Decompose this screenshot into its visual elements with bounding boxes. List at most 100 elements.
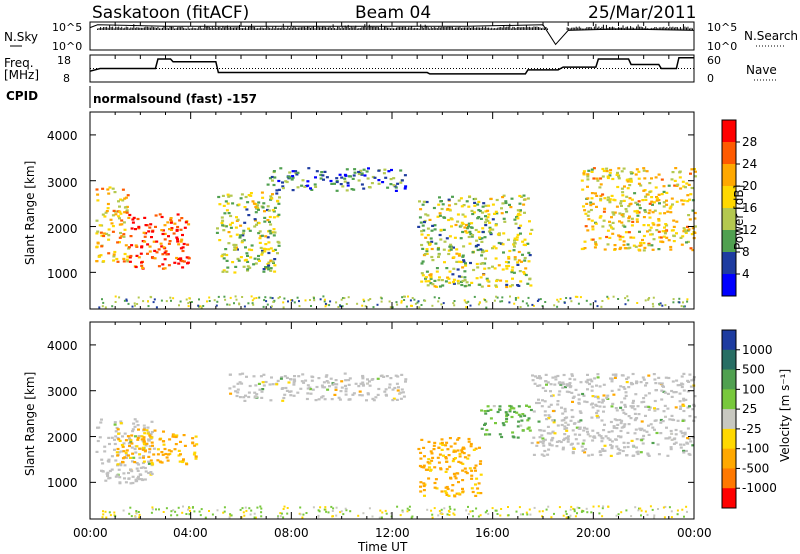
scatter-cell [127, 454, 130, 457]
scatter-cell [147, 471, 151, 475]
scatter-cell [603, 207, 607, 210]
scatter-cell [527, 405, 531, 408]
scatter-cell [163, 258, 167, 261]
scatter-cell [132, 216, 136, 219]
scatter-cell [135, 462, 139, 465]
clutter-cell [286, 512, 289, 515]
scatter-cell [654, 419, 658, 422]
scatter-cell [273, 264, 277, 267]
scatter-cell [662, 410, 666, 413]
scatter-cell [134, 480, 138, 483]
scatter-cell [626, 441, 630, 445]
scatter-cell [137, 227, 141, 230]
clutter-cell [259, 505, 262, 508]
scatter-cell [664, 230, 668, 233]
power-colorbar-tick-label: 8 [742, 245, 750, 259]
scatter-cell [258, 259, 261, 262]
scatter-cell [551, 431, 555, 434]
scatter-cell [654, 382, 658, 385]
scatter-cell [465, 200, 469, 203]
scatter-cell [459, 275, 463, 278]
clutter-cell [125, 299, 128, 302]
scatter-cell [107, 228, 111, 231]
scatter-cell [384, 176, 388, 179]
scatter-cell [482, 202, 486, 205]
power-colorbar-swatch [722, 274, 736, 297]
scatter-cell [634, 428, 638, 431]
scatter-cell [543, 438, 547, 441]
scatter-cell [260, 396, 264, 399]
cpid-label: CPID [6, 89, 38, 103]
scatter-cell [644, 394, 648, 397]
scatter-cell [612, 213, 616, 216]
scatter-cell [294, 170, 298, 173]
scatter-cell [420, 243, 424, 247]
scatter-cell [446, 448, 450, 451]
clutter-cell [467, 505, 469, 508]
scatter-cell [581, 449, 585, 452]
scatter-cell [126, 260, 130, 263]
scatter-cell [138, 456, 142, 459]
scatter-cell [639, 184, 643, 187]
scatter-cell [465, 227, 469, 230]
clutter-cell [108, 511, 111, 514]
scatter-cell [551, 436, 555, 440]
scatter-cell [526, 282, 530, 285]
scatter-cell [637, 177, 641, 180]
scatter-cell [395, 382, 399, 385]
scatter-cell [319, 177, 323, 180]
scatter-cell [437, 446, 441, 449]
scatter-cell [474, 447, 478, 450]
scatter-cell [688, 415, 692, 418]
clutter-cell [406, 510, 409, 513]
scatter-cell [162, 430, 165, 433]
scatter-cell [598, 237, 602, 240]
scatter-cell [359, 382, 363, 385]
scatter-cell [430, 240, 434, 243]
scatter-cell [104, 479, 108, 482]
scatter-cell [669, 446, 673, 449]
scatter-cell [438, 212, 442, 215]
scatter-cell [610, 447, 614, 450]
scatter-cell [167, 449, 171, 452]
scatter-cell [339, 390, 343, 393]
scatter-cell [494, 422, 497, 425]
scatter-cell [295, 173, 299, 176]
scatter-cell [586, 378, 590, 381]
scatter-cell [596, 409, 600, 412]
clutter-cell [169, 296, 172, 299]
scatter-cell [673, 184, 677, 187]
scatter-cell [178, 219, 182, 222]
scatter-cell [647, 408, 651, 411]
clutter-cell [624, 297, 627, 300]
scatter-cell [686, 379, 690, 382]
scatter-cell [268, 177, 272, 180]
scatter-cell [594, 395, 597, 398]
scatter-cell [96, 199, 100, 202]
scatter-cell [140, 435, 144, 438]
scatter-cell [642, 242, 646, 245]
scatter-cell [516, 209, 520, 212]
scatter-cell [294, 171, 298, 175]
scatter-cell [596, 416, 599, 419]
scatter-cell [103, 450, 107, 453]
scatter-cell [526, 427, 530, 430]
scatter-cell [571, 396, 575, 399]
scatter-cell [537, 420, 541, 423]
scatter-cell [335, 383, 339, 386]
scatter-cell [610, 405, 614, 408]
scatter-cell [96, 242, 100, 245]
scatter-cell [320, 171, 324, 174]
clutter-cell [340, 298, 343, 301]
scatter-cell [430, 452, 434, 455]
scatter-cell [671, 380, 675, 383]
scatter-cell [440, 448, 444, 451]
scatter-cell [642, 429, 646, 432]
scatter-cell [549, 403, 553, 406]
scatter-cell [176, 225, 180, 229]
clutter-cell [188, 507, 191, 510]
scatter-cell [420, 262, 424, 265]
scatter-cell [652, 201, 656, 204]
clutter-cell [686, 298, 689, 301]
scatter-cell [430, 459, 434, 462]
